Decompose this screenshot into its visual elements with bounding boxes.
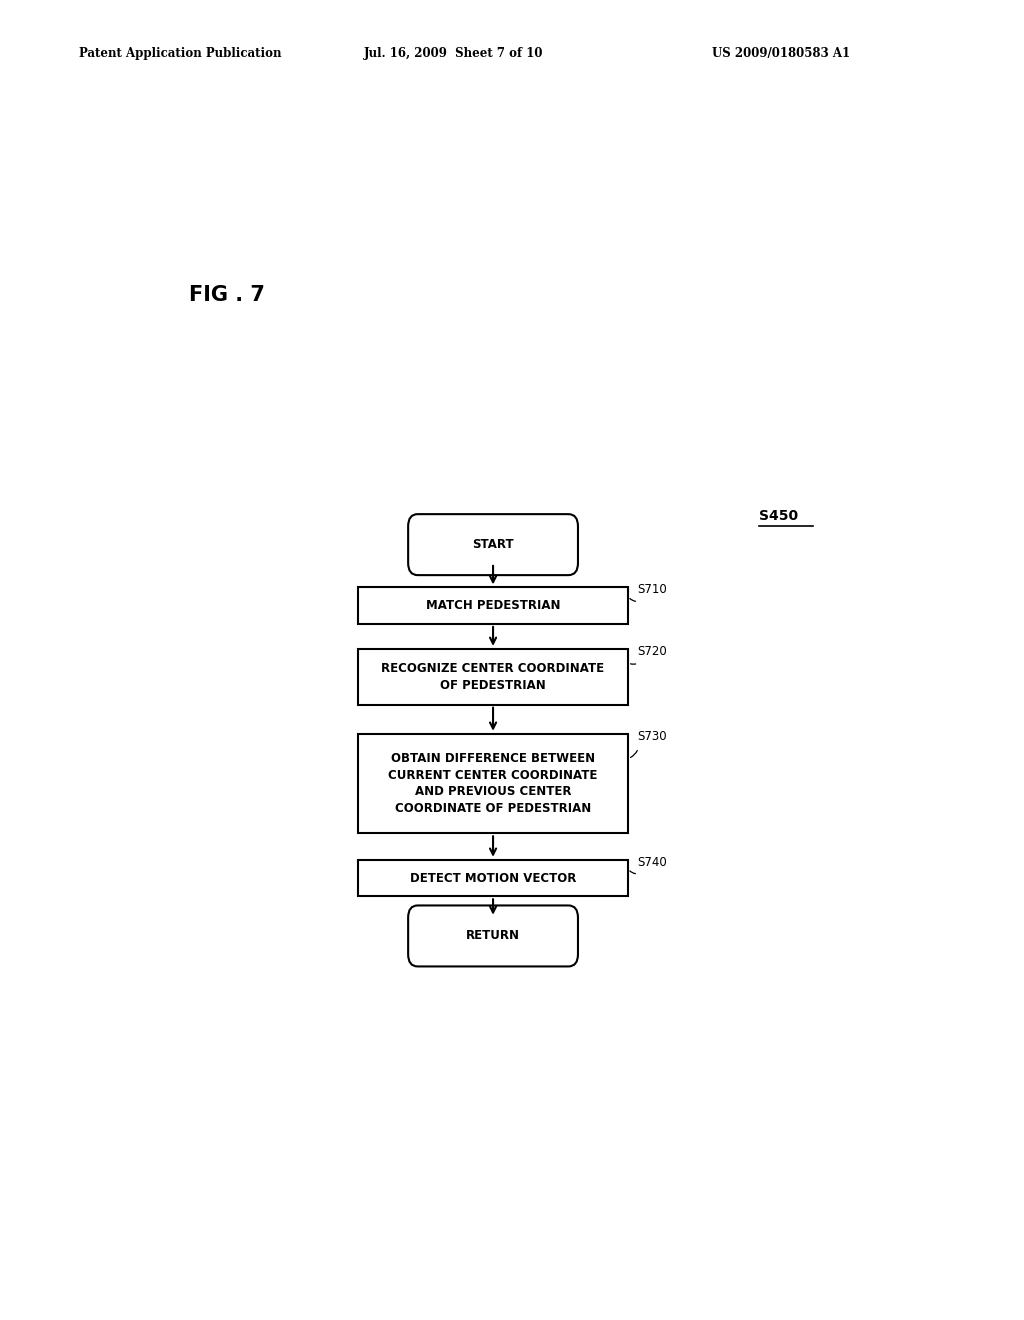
Bar — [358, 734, 628, 833]
Text: Patent Application Publication: Patent Application Publication — [79, 46, 282, 59]
Text: Jul. 16, 2009  Sheet 7 of 10: Jul. 16, 2009 Sheet 7 of 10 — [364, 46, 543, 59]
Text: S450: S450 — [759, 510, 798, 523]
Bar — [358, 859, 628, 896]
Text: FIG . 7: FIG . 7 — [189, 285, 265, 305]
Text: START: START — [472, 539, 514, 552]
Text: RECOGNIZE CENTER COORDINATE
OF PEDESTRIAN: RECOGNIZE CENTER COORDINATE OF PEDESTRIA… — [382, 663, 604, 692]
Text: S720: S720 — [638, 644, 668, 657]
Bar — [358, 649, 628, 705]
Text: S730: S730 — [638, 730, 667, 743]
Text: OBTAIN DIFFERENCE BETWEEN
CURRENT CENTER COORDINATE
AND PREVIOUS CENTER
COORDINA: OBTAIN DIFFERENCE BETWEEN CURRENT CENTER… — [388, 752, 598, 814]
Text: DETECT MOTION VECTOR: DETECT MOTION VECTOR — [410, 871, 577, 884]
Text: US 2009/0180583 A1: US 2009/0180583 A1 — [712, 46, 850, 59]
Text: RETURN: RETURN — [466, 929, 520, 942]
Text: S740: S740 — [638, 855, 668, 869]
Text: MATCH PEDESTRIAN: MATCH PEDESTRIAN — [426, 599, 560, 612]
Bar — [358, 587, 628, 624]
Text: S710: S710 — [638, 583, 668, 597]
FancyBboxPatch shape — [409, 906, 578, 966]
FancyBboxPatch shape — [409, 515, 578, 576]
